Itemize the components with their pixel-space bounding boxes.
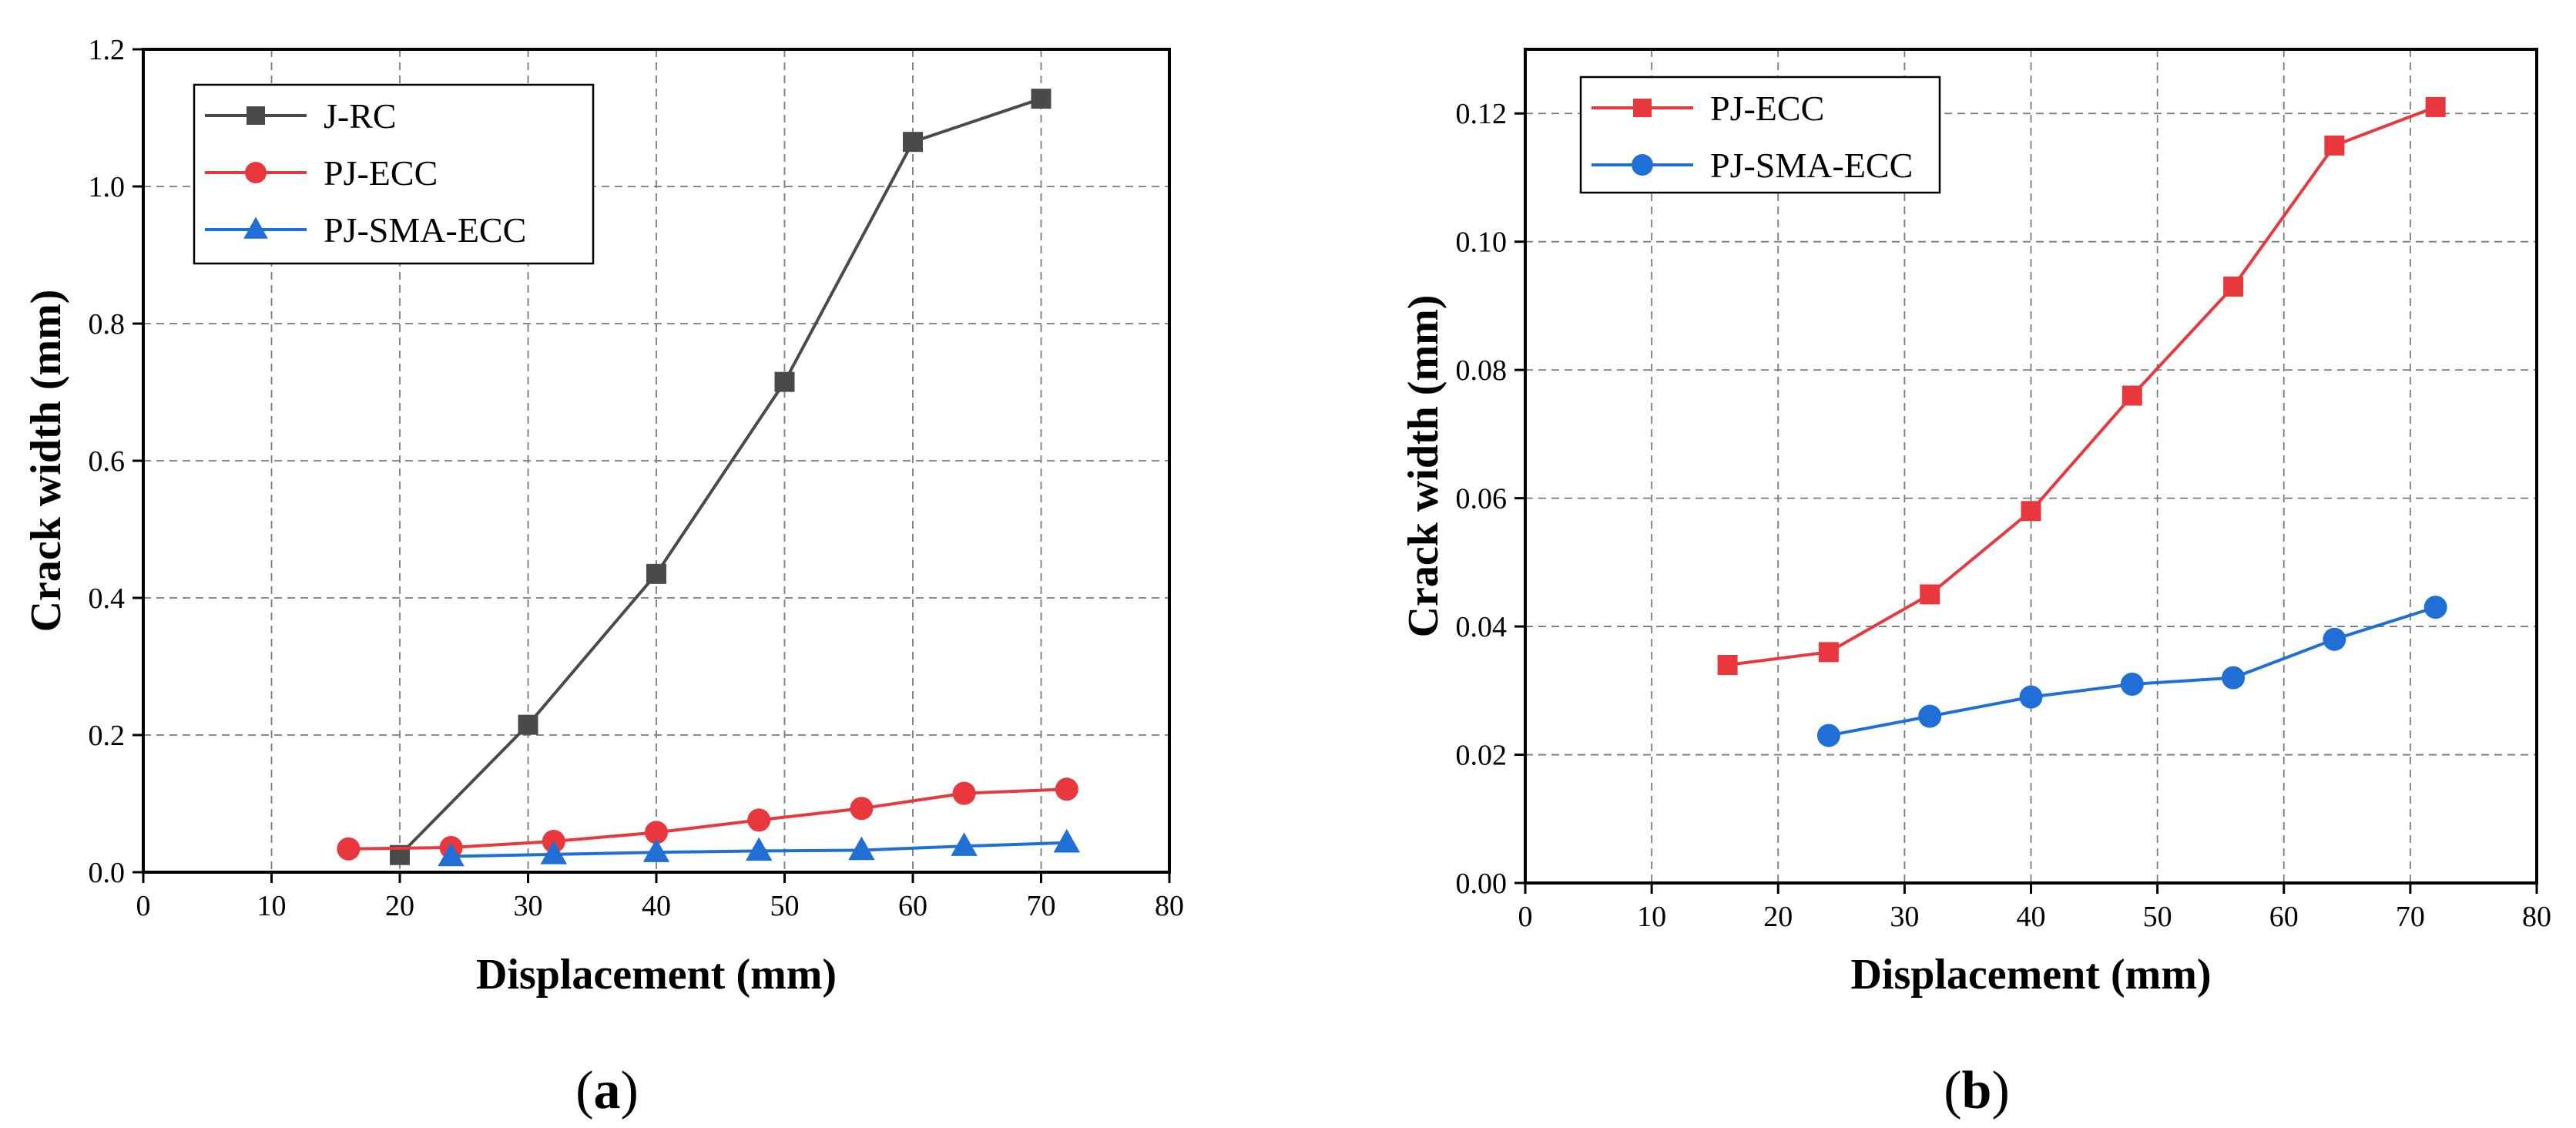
legend-marker xyxy=(247,106,265,125)
data-point-pj-ecc xyxy=(1920,584,1940,605)
data-point-j-rc xyxy=(774,371,795,392)
legend-label: PJ-ECC xyxy=(1710,89,1824,128)
data-point-pj-ecc xyxy=(2324,135,2345,156)
y-tick-label: 0.0 xyxy=(89,857,126,889)
data-point-pj-sma-ecc xyxy=(642,838,670,862)
legend-marker xyxy=(1632,154,1653,176)
y-tick-label: 0.4 xyxy=(89,582,126,615)
data-point-pj-ecc xyxy=(1818,642,1839,663)
x-tick-label: 60 xyxy=(2269,901,2299,933)
chart-panel-b: 0 10 20 30 40 50 60 70 80 0.00 0.02 0.04 0.06 0.08 0.1… xyxy=(1400,48,2551,1120)
data-point-pj-sma-ecc xyxy=(2222,666,2246,690)
y-axis-title: Crack width (mm) xyxy=(1400,295,1447,638)
legend-marker xyxy=(243,217,268,239)
x-tick-label: 70 xyxy=(2396,901,2425,933)
y-tick-label: 1.2 xyxy=(89,34,126,66)
legend-marker xyxy=(245,162,267,183)
data-point-pj-sma-ecc xyxy=(2323,627,2346,651)
data-point-pj-sma-ecc xyxy=(438,842,465,867)
x-axis-title: Displacement (mm) xyxy=(476,951,837,999)
legend-label: PJ-ECC xyxy=(324,153,438,193)
panel-label: (b) xyxy=(1944,1061,2010,1120)
data-point-j-rc xyxy=(903,132,923,153)
x-tick-label: 50 xyxy=(2143,901,2172,933)
y-tick-label: 0.6 xyxy=(89,445,126,478)
y-tick-label: 1.0 xyxy=(89,171,126,203)
data-point-pj-ecc xyxy=(645,821,668,844)
data-point-pj-ecc xyxy=(2425,96,2446,117)
series-line-pj-ecc xyxy=(1727,106,2437,666)
x-tick-label: 40 xyxy=(642,890,671,922)
data-point-pj-sma-ecc xyxy=(2423,596,2447,619)
y-tick-label: 0.12 xyxy=(1456,98,1508,130)
data-point-pj-ecc xyxy=(2223,276,2244,297)
chart-panel-a: 0 10 20 30 40 50 60 70 80 0.0 0.2 0.4 0.6 0.8 1.0 1.2 Di… xyxy=(22,34,1184,1120)
x-tick-label: 10 xyxy=(1637,901,1666,933)
y-tick-label: 0.8 xyxy=(89,308,126,341)
data-point-pj-sma-ecc xyxy=(1816,723,1840,747)
x-tick-label: 20 xyxy=(1763,901,1793,933)
data-point-j-rc xyxy=(518,714,538,735)
series-line-pj-ecc xyxy=(348,787,1067,851)
data-point-pj-ecc xyxy=(2122,385,2142,406)
legend: J-RC PJ-ECC PJ-SMA-ECC xyxy=(193,83,595,265)
data-point-pj-sma-ecc xyxy=(1918,704,1942,728)
x-tick-label: 20 xyxy=(385,890,414,922)
data-point-pj-ecc xyxy=(747,808,771,832)
x-tick-label: 80 xyxy=(1155,890,1184,922)
data-point-pj-sma-ecc xyxy=(1053,828,1080,853)
x-tick-label: 80 xyxy=(2522,901,2551,933)
series-line-j-rc xyxy=(398,97,1042,857)
data-point-pj-ecc xyxy=(1055,777,1078,801)
y-tick-label: 0.06 xyxy=(1456,483,1508,515)
data-point-pj-sma-ecc xyxy=(2019,685,2043,709)
y-tick-label: 0.04 xyxy=(1456,611,1508,643)
data-point-j-rc xyxy=(646,563,666,584)
y-tick-label: 0.2 xyxy=(89,720,126,752)
y-tick-label: 0.10 xyxy=(1456,227,1508,259)
legend-label: PJ-SMA-ECC xyxy=(1710,146,1913,185)
data-point-pj-sma-ecc xyxy=(951,832,978,856)
data-point-pj-ecc xyxy=(1717,655,1738,676)
legend-marker xyxy=(1633,99,1652,117)
x-tick-label: 40 xyxy=(2017,901,2046,933)
y-axis-title: Crack width (mm) xyxy=(22,290,70,633)
data-point-pj-sma-ecc xyxy=(746,837,773,861)
y-tick-label: 0.08 xyxy=(1456,354,1508,387)
legend-label: PJ-SMA-ECC xyxy=(324,210,526,250)
x-tick-label: 10 xyxy=(257,890,287,922)
y-tick-label: 0.00 xyxy=(1456,868,1508,900)
x-tick-label: 30 xyxy=(1890,901,1919,933)
y-tick-label: 0.02 xyxy=(1456,740,1508,772)
x-tick-label: 50 xyxy=(770,890,800,922)
panel-label: (a) xyxy=(575,1061,639,1120)
legend-label: J-RC xyxy=(324,96,397,136)
data-point-j-rc xyxy=(1031,89,1052,109)
data-point-pj-sma-ecc xyxy=(2120,672,2144,696)
data-point-pj-ecc xyxy=(952,781,976,805)
data-point-pj-sma-ecc xyxy=(540,840,567,864)
x-tick-label: 0 xyxy=(136,890,151,922)
x-axis-title: Displacement (mm) xyxy=(1850,951,2211,999)
data-point-pj-ecc xyxy=(2021,501,2041,522)
data-point-pj-ecc xyxy=(850,797,874,821)
x-tick-label: 60 xyxy=(898,890,927,922)
data-point-pj-ecc xyxy=(337,837,361,861)
x-tick-label: 30 xyxy=(514,890,543,922)
x-tick-label: 0 xyxy=(1518,901,1533,933)
x-tick-label: 70 xyxy=(1027,890,1056,922)
legend: PJ-ECC PJ-SMA-ECC xyxy=(1579,76,1941,194)
data-point-pj-sma-ecc xyxy=(848,836,875,861)
